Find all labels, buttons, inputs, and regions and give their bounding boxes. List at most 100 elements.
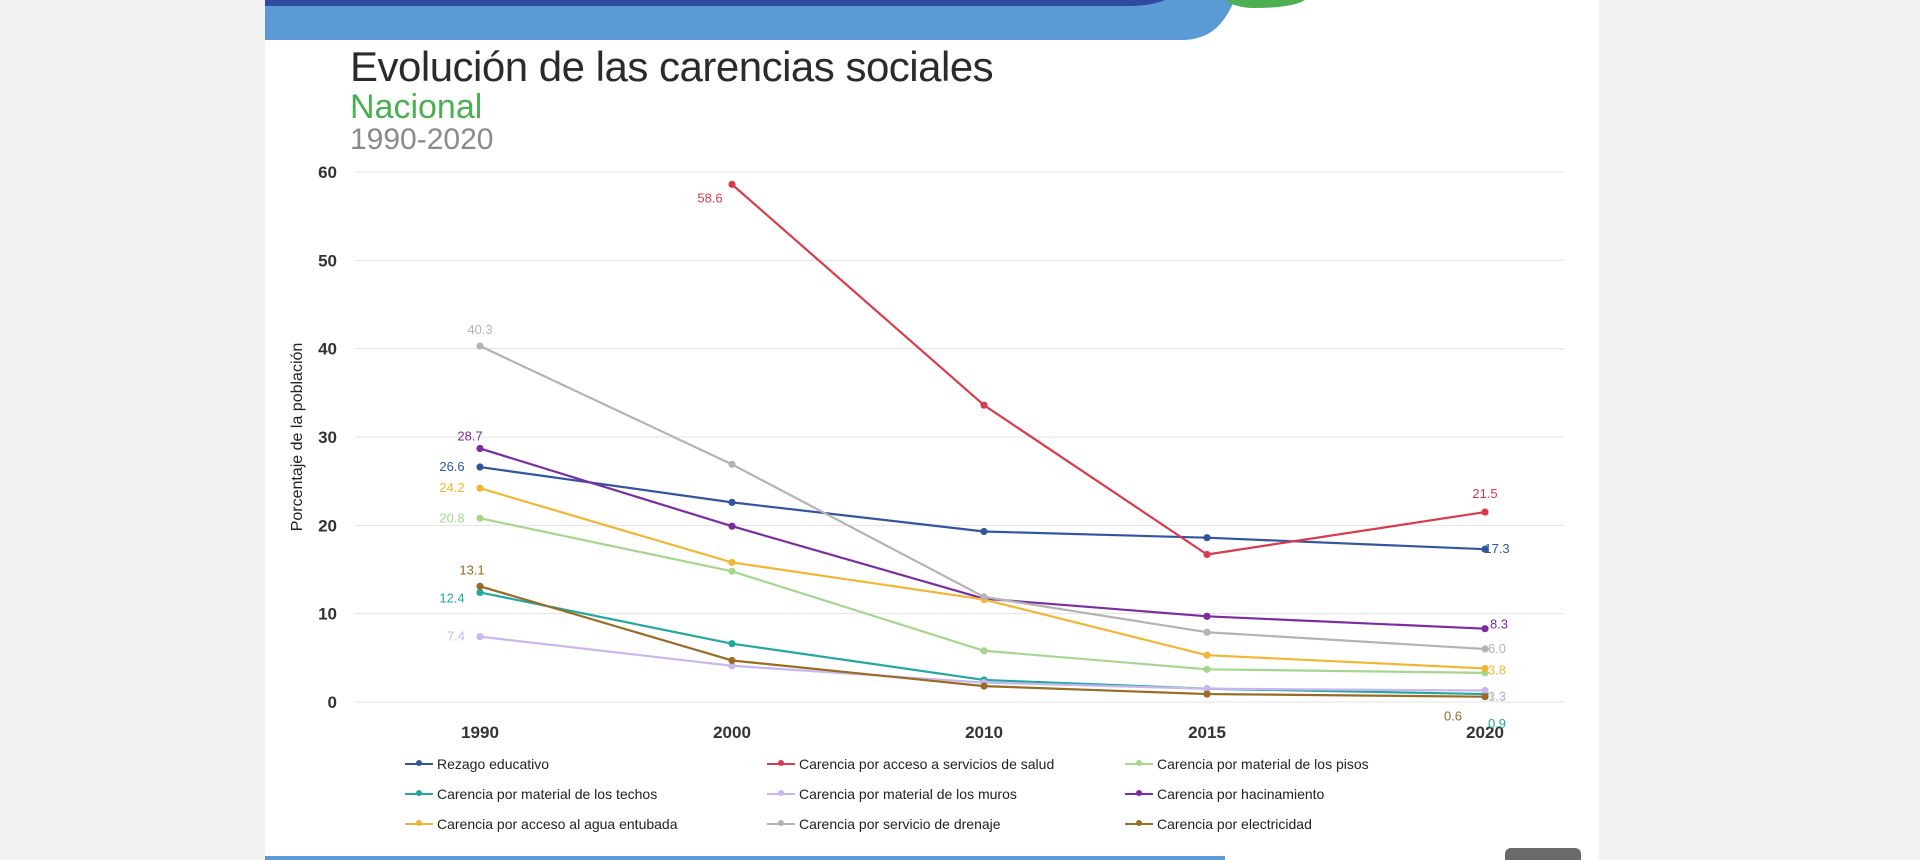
data-point[interactable]: [728, 656, 736, 665]
data-label: 58.6: [697, 190, 722, 205]
data-point[interactable]: [728, 180, 736, 188]
series-layer: [476, 180, 1489, 701]
data-point[interactable]: [1203, 665, 1211, 673]
legend-label: Carencia por material de los muros: [799, 786, 1017, 802]
data-point[interactable]: [476, 633, 484, 641]
data-point[interactable]: [1203, 690, 1211, 698]
data-point[interactable]: [476, 514, 484, 522]
data-point[interactable]: [1203, 534, 1211, 542]
legend-label: Carencia por acceso al agua entubada: [437, 816, 678, 832]
legend-swatch: [1125, 820, 1153, 826]
data-point[interactable]: [980, 647, 988, 655]
data-point[interactable]: [1481, 625, 1489, 633]
x-tick-label: 2010: [965, 723, 1003, 742]
data-point[interactable]: [1481, 508, 1489, 516]
legend-item[interactable]: Carencia por material de los pisos: [1125, 752, 1369, 776]
data-point[interactable]: [728, 662, 736, 670]
data-point[interactable]: [728, 567, 736, 575]
y-tick-label: 10: [318, 605, 337, 624]
footer-band: [265, 856, 1225, 860]
y-tick-label: 50: [318, 251, 337, 270]
y-tick-label: 20: [318, 516, 337, 535]
data-point[interactable]: [476, 582, 484, 590]
data-point[interactable]: [1481, 693, 1489, 701]
y-tick-label: 0: [328, 693, 337, 712]
legend-swatch: [767, 790, 795, 796]
legend-item[interactable]: Carencia por material de los techos: [405, 782, 657, 806]
data-point[interactable]: [1481, 664, 1489, 673]
axis-layer: 0 10 20 30 40 50 60 1990 2000 2010 2015 2020 Porcent…: [289, 163, 1504, 742]
data-point[interactable]: [1203, 612, 1211, 620]
overlay-button[interactable]: [1505, 848, 1581, 860]
data-point[interactable]: [476, 484, 484, 492]
data-point[interactable]: [1203, 550, 1211, 559]
legend-swatch: [1125, 790, 1153, 796]
data-label: 17.3: [1484, 541, 1509, 556]
y-tick-label: 60: [318, 163, 337, 182]
legend-item[interactable]: Carencia por acceso al agua entubada: [405, 812, 678, 836]
chart-subtitle: Nacional: [350, 88, 483, 126]
legend-label: Carencia por acceso a servicios de salud: [799, 756, 1055, 772]
title-block: Evolución de las carencias sociales Naci…: [350, 43, 994, 156]
data-label: 28.7: [457, 428, 482, 443]
legend-swatch: [405, 790, 433, 796]
chart-period: 1990-2020: [350, 123, 494, 156]
series-1: [476, 463, 1489, 553]
data-label-layer: 26.6 17.3 58.6 21.5 20.8 3.3 12.4 0.9 7.4 1.3 28.7…: [439, 190, 1509, 731]
series-line: [731, 183, 1486, 556]
data-point[interactable]: [476, 463, 484, 471]
data-label: 7.4: [447, 629, 465, 644]
y-tick-label: 40: [318, 340, 337, 359]
data-point[interactable]: [980, 593, 988, 601]
legend-swatch: [405, 820, 433, 826]
legend-item[interactable]: Carencia por hacinamiento: [1125, 782, 1324, 806]
line-chart: 0 10 20 30 40 50 60 1990 2000 2010 2015 2020 Porcent…: [289, 163, 1564, 742]
data-label: 3.8: [1488, 662, 1506, 677]
data-label: 20.8: [439, 510, 464, 525]
data-point[interactable]: [476, 588, 484, 597]
data-label: 0.9: [1488, 716, 1506, 731]
data-label: 40.3: [467, 322, 492, 337]
data-point[interactable]: [728, 460, 736, 468]
data-point[interactable]: [980, 682, 988, 690]
data-point[interactable]: [980, 527, 988, 536]
data-point[interactable]: [728, 558, 736, 567]
data-label: 0.6: [1444, 709, 1462, 724]
data-point[interactable]: [1481, 645, 1489, 653]
x-tick-label: 2015: [1188, 723, 1226, 742]
data-label: 3.3: [1488, 689, 1506, 704]
data-point[interactable]: [1203, 628, 1211, 636]
data-point[interactable]: [1481, 545, 1489, 553]
legend-item[interactable]: Rezago educativo: [405, 752, 549, 776]
legend-item[interactable]: Carencia por electricidad: [1125, 812, 1312, 836]
legend-item[interactable]: Carencia por servicio de drenaje: [767, 812, 1001, 836]
data-label: 12.4: [439, 590, 464, 605]
x-tick-label: 2020: [1466, 723, 1504, 742]
data-point[interactable]: [1203, 651, 1211, 659]
legend-swatch: [767, 820, 795, 826]
data-point[interactable]: [728, 640, 736, 648]
chart-title: Evolución de las carencias sociales: [350, 43, 994, 90]
legend-label: Carencia por electricidad: [1157, 816, 1312, 832]
data-point[interactable]: [1481, 686, 1489, 695]
slide: Evolución de las carencias sociales Naci…: [265, 0, 1599, 860]
series-6: [476, 444, 1489, 633]
data-label: 1.3: [1488, 689, 1506, 704]
legend-label: Carencia por hacinamiento: [1157, 786, 1325, 802]
header-band: [265, 0, 1305, 40]
y-tick-label: 30: [318, 428, 337, 447]
data-point[interactable]: [1203, 685, 1211, 693]
legend-item[interactable]: Carencia por acceso a servicios de salud: [767, 752, 1054, 776]
legend-item[interactable]: Carencia por material de los muros: [767, 782, 1017, 806]
data-point[interactable]: [476, 444, 484, 453]
legend-swatch: [1125, 760, 1153, 766]
data-label: 26.6: [439, 459, 464, 474]
data-point[interactable]: [728, 498, 736, 506]
x-tick-label: 1990: [461, 723, 499, 742]
data-point[interactable]: [980, 401, 988, 409]
grid-layer: [355, 171, 1564, 703]
legend-swatch: [767, 760, 795, 766]
data-point[interactable]: [728, 522, 736, 530]
data-point[interactable]: [476, 342, 484, 350]
legend-label: Carencia por material de los pisos: [1157, 756, 1369, 772]
